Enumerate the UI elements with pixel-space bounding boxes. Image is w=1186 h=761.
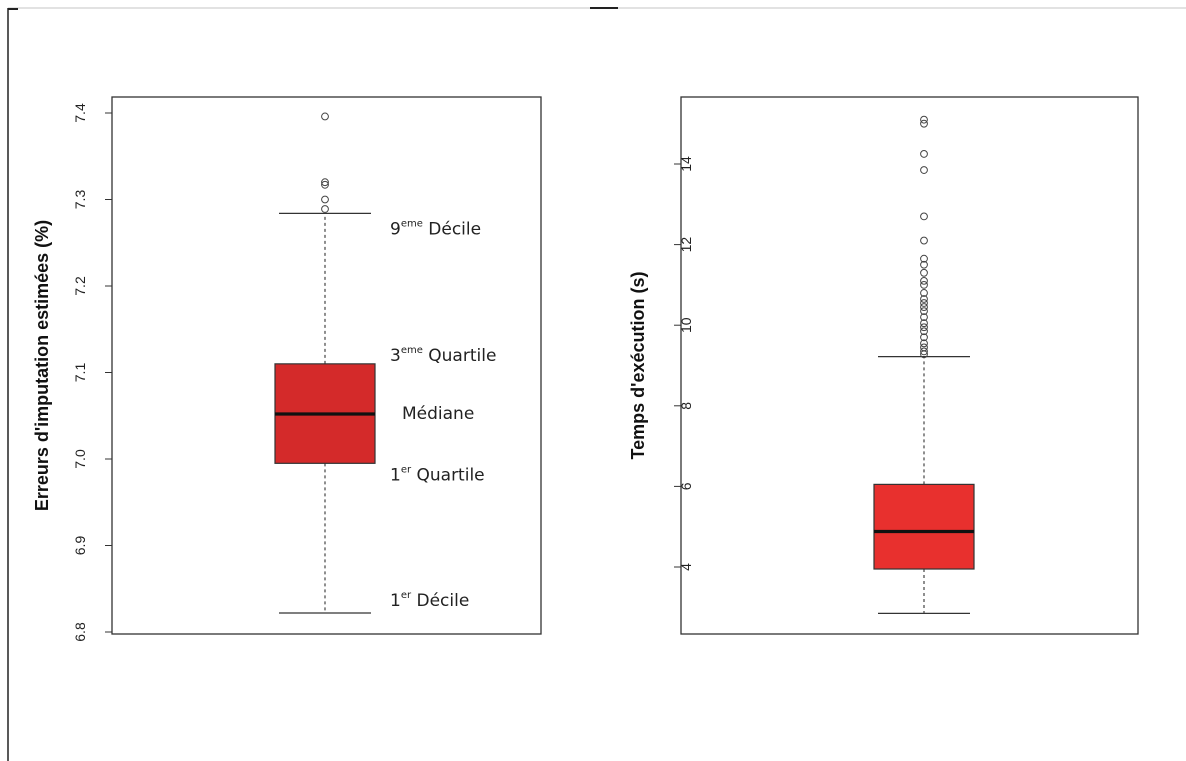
outlier-point bbox=[920, 150, 928, 158]
outlier-point bbox=[920, 295, 928, 303]
outlier-point bbox=[920, 343, 928, 352]
annotation-label: 1er Décile bbox=[390, 589, 469, 611]
outlier-point bbox=[920, 268, 928, 277]
outlier-point bbox=[920, 166, 928, 174]
outlier-point bbox=[920, 339, 928, 348]
outlier-point bbox=[321, 195, 329, 204]
outlier-point bbox=[920, 327, 928, 336]
outlier-point bbox=[920, 289, 928, 297]
outlier-point bbox=[321, 112, 329, 121]
chart-execution-time: 4 6 8 10 12 14 Temps d'exécution (s) bbox=[628, 96, 1139, 635]
outlier-point bbox=[920, 333, 928, 342]
outlier-point bbox=[920, 119, 928, 128]
y-tick-label: 7.3 bbox=[72, 190, 88, 210]
outlier-point bbox=[321, 178, 329, 187]
annotation-label: 9eme Décile bbox=[390, 218, 481, 240]
y-tick-label: 10 bbox=[678, 317, 694, 333]
outlier-point bbox=[920, 307, 928, 315]
y-axis-label: Erreurs d'imputation estimées (%) bbox=[32, 220, 52, 511]
y-tick-label: 7.2 bbox=[72, 276, 88, 296]
y-tick-label: 7.1 bbox=[72, 363, 88, 383]
outlier-point bbox=[920, 254, 928, 263]
outlier-point bbox=[920, 299, 928, 307]
y-tick-label: 7.0 bbox=[72, 449, 88, 469]
outlier-point bbox=[920, 303, 928, 311]
outlier-point bbox=[920, 347, 928, 356]
outlier-point bbox=[920, 212, 928, 221]
outlier-point bbox=[321, 205, 329, 213]
y-tick-label: 14 bbox=[678, 156, 694, 172]
y-tick-label: 7.4 bbox=[72, 103, 88, 123]
iqr-box bbox=[873, 483, 975, 570]
chart-imputation-errors: 6.8 6.9 7.0 7.1 7.2 7.3 7.4 Erreurs d'imputatio… bbox=[32, 96, 542, 642]
y-tick-label: 6.8 bbox=[72, 622, 88, 642]
outlier-point bbox=[920, 276, 928, 285]
outlier-point bbox=[920, 281, 928, 289]
annotation-label: 3eme Quartile bbox=[390, 344, 496, 366]
y-tick-label: 6 bbox=[678, 482, 694, 490]
outlier-point bbox=[920, 115, 928, 124]
y-tick-label: 6.9 bbox=[72, 536, 88, 556]
annotation-label: Médiane bbox=[402, 404, 474, 424]
y-tick-label: 8 bbox=[678, 402, 694, 410]
outlier-point bbox=[920, 313, 928, 322]
annotation-label: 1er Quartile bbox=[390, 464, 485, 486]
outlier-point bbox=[920, 323, 928, 332]
outlier-point bbox=[920, 260, 928, 269]
y-tick-label: 12 bbox=[678, 237, 694, 253]
outlier-point bbox=[321, 180, 329, 189]
y-tick-label: 4 bbox=[678, 563, 694, 571]
outlier-point bbox=[920, 236, 928, 245]
outlier-point bbox=[920, 319, 928, 328]
y-axis-label: Temps d'exécution (s) bbox=[628, 272, 648, 460]
